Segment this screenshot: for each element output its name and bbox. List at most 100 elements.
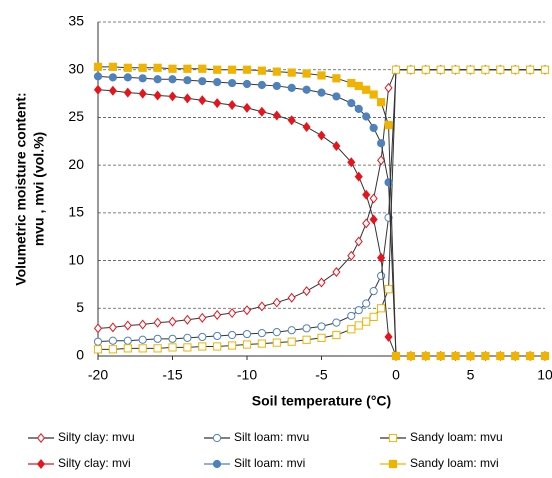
- marker: [436, 65, 445, 74]
- marker: [384, 285, 393, 294]
- marker: [347, 311, 356, 321]
- x-tick-label: 0: [392, 367, 400, 383]
- marker: [384, 178, 393, 187]
- marker: [317, 88, 326, 97]
- x-tick-label: -10: [237, 367, 257, 383]
- y-tick-label: 30: [68, 60, 84, 76]
- y-axis-label: mvu , mvi (vol.%): [31, 132, 47, 246]
- marker: [228, 100, 237, 111]
- marker: [183, 64, 192, 73]
- marker: [242, 102, 252, 113]
- legend-item: Silty clay: mvi: [28, 456, 131, 470]
- marker: [332, 318, 341, 327]
- marker: [287, 337, 296, 346]
- y-tick-label: 15: [68, 204, 84, 220]
- marker: [369, 193, 378, 204]
- marker: [406, 65, 415, 74]
- marker: [354, 306, 363, 315]
- marker: [108, 85, 117, 96]
- series: [93, 62, 550, 361]
- x-tick-label: 5: [467, 367, 475, 383]
- marker: [272, 297, 281, 308]
- marker: [168, 334, 177, 343]
- marker: [242, 329, 252, 339]
- legend-item: Silty clay: mvu: [28, 430, 135, 444]
- marker: [213, 331, 222, 341]
- marker: [153, 344, 162, 353]
- marker: [369, 123, 378, 133]
- legend-marker: [388, 433, 398, 443]
- marker: [198, 95, 207, 106]
- marker: [481, 351, 490, 361]
- marker: [198, 77, 207, 86]
- marker: [123, 73, 132, 82]
- series-line: [98, 69, 545, 350]
- marker: [257, 66, 266, 75]
- marker: [213, 65, 222, 74]
- marker: [183, 314, 192, 325]
- marker: [108, 73, 118, 82]
- marker: [183, 76, 192, 85]
- marker: [93, 72, 103, 81]
- marker: [466, 351, 475, 361]
- marker: [302, 69, 311, 78]
- marker: [93, 323, 103, 334]
- marker: [369, 287, 378, 296]
- marker: [526, 65, 535, 74]
- marker: [421, 65, 430, 74]
- marker: [332, 74, 341, 83]
- marker: [153, 90, 162, 101]
- legend-label: Sandy loam: mvi: [410, 456, 499, 470]
- marker: [332, 267, 341, 278]
- series-line: [97, 89, 545, 357]
- x-tick-label: 10: [537, 367, 552, 383]
- marker: [511, 65, 520, 74]
- marker: [369, 214, 378, 225]
- marker: [369, 312, 378, 321]
- series: [93, 65, 550, 346]
- marker: [540, 351, 550, 361]
- marker: [242, 79, 252, 89]
- marker: [496, 351, 505, 361]
- marker: [354, 236, 363, 247]
- marker: [354, 81, 363, 91]
- marker: [496, 65, 505, 74]
- marker: [377, 139, 386, 148]
- marker: [377, 98, 386, 107]
- marker: [228, 330, 237, 340]
- marker: [123, 336, 132, 345]
- marker: [168, 64, 177, 73]
- x-axis-label: Soil temperature (°C): [252, 393, 391, 409]
- marker: [347, 250, 356, 261]
- marker: [242, 65, 252, 74]
- marker: [198, 312, 207, 323]
- marker: [287, 326, 296, 335]
- marker: [540, 65, 550, 74]
- marker: [272, 110, 281, 121]
- legend-item: Silt loam: mvi: [204, 456, 305, 470]
- marker: [272, 328, 281, 337]
- marker: [466, 65, 475, 74]
- series-line: [97, 69, 545, 329]
- y-axis-label: Volumetric moisture content:: [13, 92, 29, 285]
- marker: [347, 99, 356, 108]
- marker: [228, 78, 237, 88]
- legend-label: Sandy loam: mvu: [410, 430, 503, 444]
- marker: [406, 351, 415, 361]
- marker: [257, 106, 266, 117]
- series: [93, 72, 550, 361]
- marker: [317, 277, 326, 288]
- marker: [421, 351, 430, 361]
- marker: [153, 334, 162, 343]
- marker: [332, 330, 341, 340]
- marker: [93, 84, 103, 95]
- marker: [347, 325, 356, 334]
- marker: [362, 317, 371, 326]
- series: [93, 64, 550, 334]
- marker: [362, 189, 371, 200]
- marker: [391, 351, 401, 361]
- marker: [228, 308, 237, 319]
- marker: [287, 115, 296, 126]
- series: [93, 65, 550, 354]
